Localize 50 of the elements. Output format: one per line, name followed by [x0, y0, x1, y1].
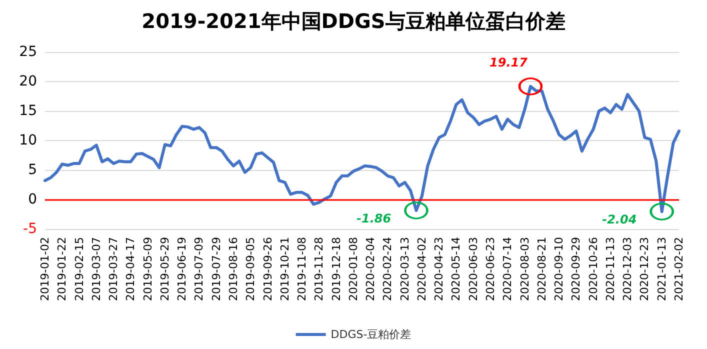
x-tick-label: 2019-11-08: [296, 237, 309, 301]
x-tick-label: 2020-03-13: [398, 237, 412, 301]
x-tick-label: 2020-04-02: [415, 237, 428, 301]
x-tick-label: 2019-11-28: [312, 237, 326, 301]
x-tick-label: 2019-03-07: [90, 237, 103, 301]
y-tick-label: 20: [19, 74, 37, 90]
x-tick-label: 2019-01-02: [38, 237, 52, 301]
x-tick-label: 2020-07-14: [501, 237, 514, 301]
x-tick-label: 2020-01-08: [346, 237, 360, 301]
annotation: -2.04: [602, 212, 637, 227]
legend-label: DDGS-豆粕价差: [330, 328, 412, 341]
x-tick-label: 2020-02-24: [381, 237, 394, 301]
x-tick-label: 2020-11-13: [604, 237, 617, 301]
x-tick-label: 2019-03-27: [107, 237, 120, 301]
x-tick-label: 2019-07-09: [192, 237, 206, 301]
y-tick-label: 0: [28, 192, 37, 208]
x-tick-label: 2020-08-03: [518, 237, 532, 301]
x-tick-label: 2019-01-22: [56, 237, 69, 301]
x-tick-label: 2020-02-04: [364, 237, 378, 301]
x-tick-label: 2019-09-26: [261, 237, 274, 301]
x-tick-label: 2020-06-03: [466, 237, 480, 301]
x-tick-label: 2019-08-16: [226, 237, 240, 301]
x-tick-label: 2020-04-23: [432, 237, 446, 301]
x-tick-label: 2020-12-03: [621, 237, 634, 301]
x-tick-label: 2019-12-18: [330, 237, 343, 301]
x-tick-label: 2020-09-10: [552, 237, 566, 301]
x-tick-label: 2019-04-17: [124, 237, 138, 301]
chart-title: 2019-2021年中国DDGS与豆粕单位蛋白价差: [142, 9, 566, 33]
x-tick-label: 2019-09-05: [244, 237, 258, 301]
y-tick-label: 5: [28, 162, 37, 178]
x-tick-label: 2020-08-21: [535, 237, 548, 301]
x-tick-label: 2019-06-19: [176, 237, 189, 301]
x-tick-label: 2019-05-09: [141, 237, 154, 301]
y-tick-label: -5: [23, 221, 37, 237]
x-tick-label: 2020-05-14: [450, 237, 463, 301]
x-tick-label: 2021-01-13: [655, 237, 668, 301]
y-tick-label: 15: [19, 103, 37, 119]
x-tick-label: 2019-05-29: [158, 237, 172, 301]
x-tick-label: 2021-02-02: [672, 237, 686, 301]
annotation: 19.17: [490, 56, 528, 70]
x-tick-label: 2019-02-15: [72, 237, 86, 301]
x-tick-label: 2019-07-29: [210, 237, 223, 301]
x-tick-label: 2019-10-21: [278, 237, 292, 301]
x-tick-label: 2020-06-23: [484, 237, 498, 301]
annotation: -1.86: [356, 211, 392, 226]
y-tick-label: 25: [19, 44, 37, 60]
y-tick-label: 10: [19, 132, 37, 148]
x-tick-label: 2020-09-29: [570, 237, 583, 301]
x-tick-label: 2020-12-23: [638, 237, 652, 301]
x-tick-label: 2020-10-26: [586, 237, 600, 301]
